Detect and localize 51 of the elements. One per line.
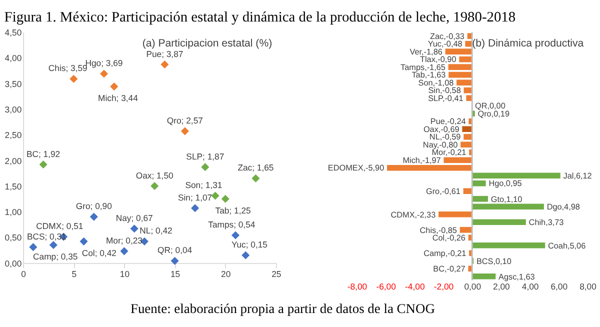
x-tick-label: 15	[170, 268, 180, 279]
data-label: QR; 0,04	[158, 245, 192, 256]
data-label: Tamps; 0,54	[208, 220, 256, 230]
data-label: Mor; 0,23	[106, 235, 143, 246]
text: (b) Dinámica productiva	[472, 38, 584, 50]
data-label: NL; 0,42	[140, 226, 173, 236]
data-label: Chis; 3,59	[48, 63, 88, 74]
data-label: Son; 1,31	[185, 180, 222, 190]
x-tick-label: 20	[221, 268, 231, 279]
source-note: Fuente: elaboración propia a partir de datos de la CNOG	[130, 300, 436, 316]
data-label: Oax; 1,50	[136, 170, 174, 180]
y-tick-label: 4,00	[4, 53, 22, 64]
data-label: Qro; 2,57	[166, 115, 204, 126]
x-tick-label: -8,00	[347, 281, 368, 292]
data-label: Mich; 3,44	[98, 92, 138, 103]
x-tick-label: -4,00	[405, 281, 425, 292]
y-tick-label: 4,50	[4, 28, 22, 38]
text: (a) Participacion estatal (%)	[142, 38, 272, 50]
x-tick-label: -6,00	[376, 281, 396, 292]
data-label: Yuc; 0,15	[231, 240, 268, 250]
x-tick-label: 8,00	[580, 281, 597, 292]
data-label: Pue; 3,87	[146, 48, 184, 59]
x-tick-label: 0,00	[464, 281, 482, 292]
data-label: CDMX; 0,51	[36, 221, 84, 232]
x-tick-label: 10	[120, 268, 130, 279]
y-tick-label: 3,50	[4, 78, 22, 89]
data-label: Tab; 1,25	[215, 205, 252, 216]
y-tick-label: 1,00	[4, 207, 22, 218]
x-tick-label: -2,00	[434, 281, 454, 292]
y-tick-label: 1,50	[4, 181, 22, 192]
x-tick-label: 6,00	[550, 281, 568, 292]
data-label: Col; 0,42	[82, 248, 117, 258]
x-tick-label: 25	[272, 268, 282, 279]
data-label: Zac; 1,65	[238, 162, 274, 173]
x-tick-label: 4,00	[522, 281, 539, 292]
data-label: Hgo; 3,69	[85, 58, 123, 68]
y-tick-label: 2,50	[4, 130, 22, 140]
chart-title: Figura 1. México: Participación estatal y dinámica de la producción de leche, 1980-2018	[4, 10, 516, 26]
y-tick-label: 0,00	[4, 258, 22, 268]
y-tick-label: 2,00	[4, 156, 22, 166]
y-tick-label: 3,00	[4, 104, 22, 114]
data-label: BC; 1,92	[26, 148, 60, 159]
x-tick-label: 0	[21, 268, 26, 279]
y-tick-label: 0,50	[4, 232, 22, 243]
data-label: SLP; 1,87	[186, 151, 224, 162]
data-label: Sin; 1,07	[178, 192, 212, 202]
x-tick-label: 5	[72, 268, 77, 279]
data-label: Gro; 0,90	[76, 201, 112, 212]
x-tick-label: 2,00	[493, 281, 510, 292]
data-label: Nay; 0,67	[116, 212, 154, 223]
data-label: Camp; 0,35	[33, 251, 78, 262]
